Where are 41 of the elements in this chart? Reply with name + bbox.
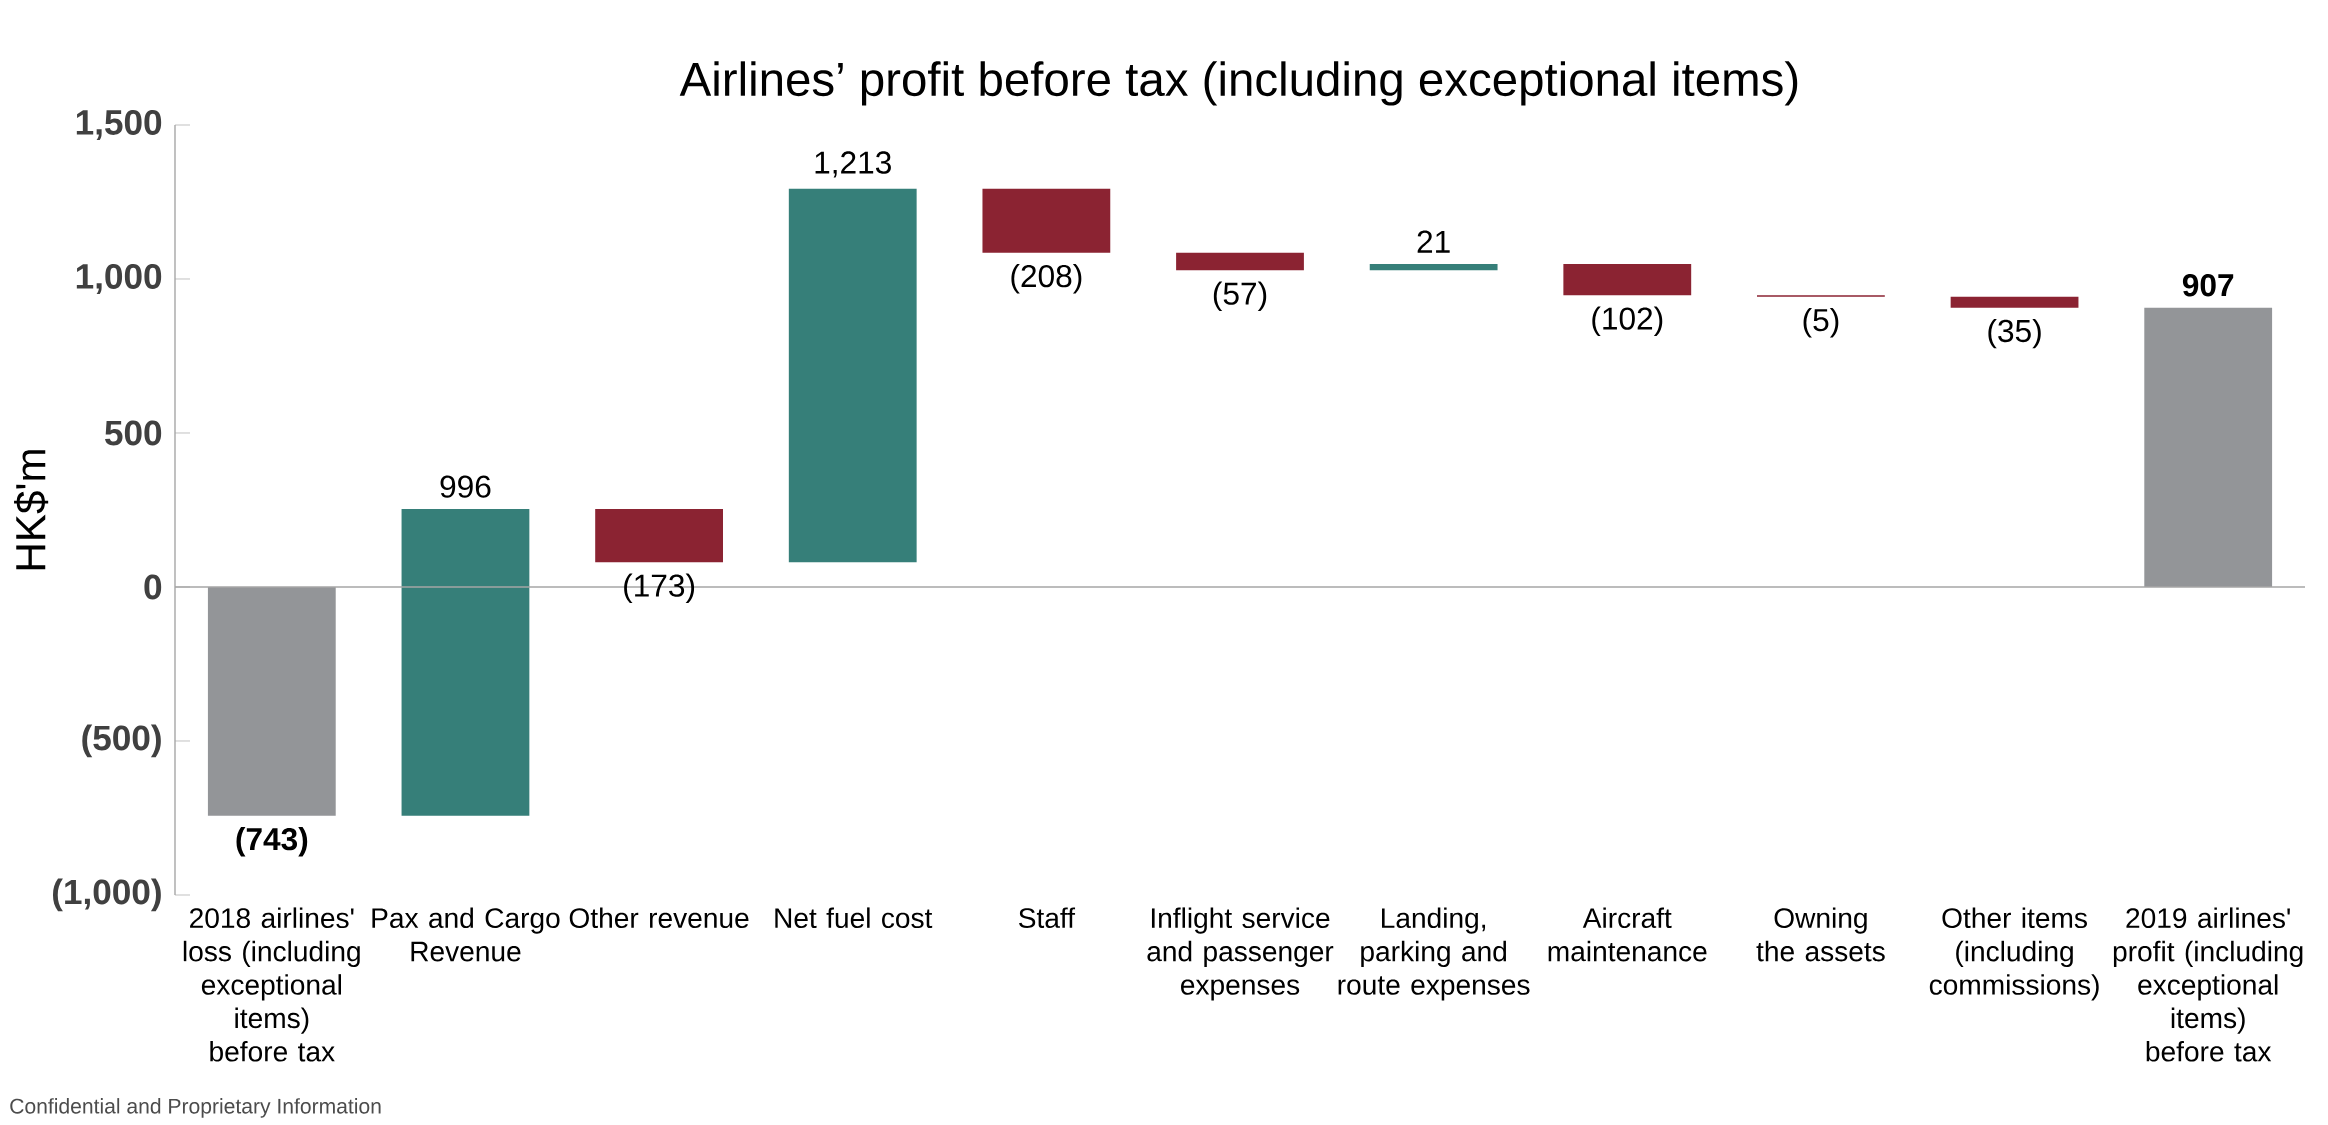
data-label: (208): [1011, 264, 1082, 294]
bar: [982, 188, 1111, 253]
x-tick-label: Other items (including commissions): [1929, 907, 2099, 1001]
x-tick-label: 2019 airlines' profit (including exceptional items) before tax: [2113, 907, 2303, 1062]
x-tick-label: Staff: [1018, 907, 1076, 929]
data-label: 996: [440, 475, 491, 498]
x-tick-label: Pax and Cargo Revenue: [372, 907, 560, 962]
x-tick-label: Other revenue: [569, 907, 749, 929]
x-tick-label: Landing, parking and route expenses: [1338, 907, 1530, 1001]
y-tick-label: (1,000): [52, 878, 161, 912]
chart-title: Airlines’ profit before tax (including exceptional items): [679, 61, 1798, 106]
bar: [2144, 307, 2273, 587]
x-tick-label: 2018 airlines' loss (including exceptional items) before tax: [183, 907, 360, 1062]
y-tick-label: 1,500: [76, 110, 162, 140]
y-tick-label: 0: [144, 574, 162, 600]
y-axis-title: HK$'m: [14, 450, 49, 570]
x-tick-label: Net fuel cost: [775, 907, 933, 929]
data-label: 1,213: [815, 151, 891, 178]
bar: [401, 509, 530, 816]
y-tick-label: 1,000: [76, 264, 162, 294]
bar: [595, 509, 723, 563]
data-label: (35): [1988, 318, 2041, 349]
bar: [1369, 263, 1498, 271]
y-tick-label: (500): [82, 724, 161, 758]
x-tick-label: Owning the assets: [1756, 907, 1885, 962]
bar: [1563, 263, 1692, 296]
data-label: (102): [1592, 306, 1663, 337]
bar: [788, 188, 917, 563]
data-label: (57): [1213, 281, 1267, 312]
data-label: 21: [1417, 230, 1450, 253]
x-tick-label: Aircraft maintenance: [1548, 907, 1707, 962]
y-tick-label: 500: [105, 420, 162, 446]
x-tick-label: Inflight service and passenger expenses: [1147, 907, 1334, 1001]
data-label: (743): [236, 827, 308, 857]
text: Confidential and Proprietary Information: [10, 1098, 381, 1118]
bar: [1176, 252, 1304, 271]
data-label: 907: [2182, 273, 2234, 297]
data-label: (173): [624, 573, 695, 604]
data-label: (5): [1803, 308, 1839, 338]
bar: [207, 587, 336, 816]
bar: [1950, 296, 2079, 308]
